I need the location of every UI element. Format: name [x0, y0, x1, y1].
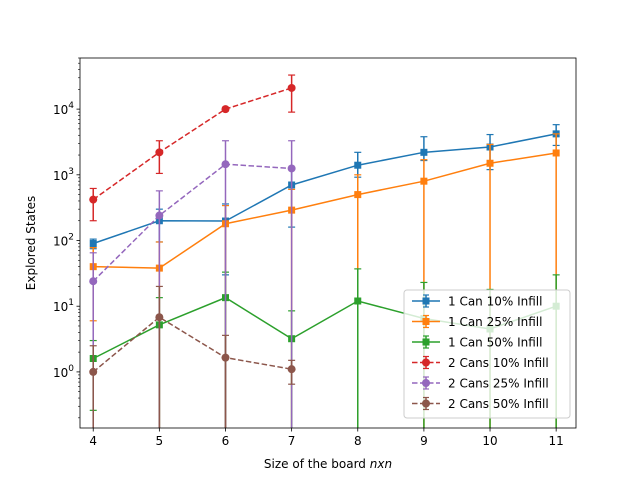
data-point	[552, 149, 560, 157]
series-line	[92, 163, 292, 282]
legend-label: 1 Can 50% Infill	[448, 336, 542, 350]
legend-entry: 2 Cans 25% Infill	[412, 376, 549, 391]
data-point	[155, 211, 164, 220]
x-axis-label: Size of the board nxn	[264, 457, 392, 471]
y-axis-label: Explored States	[24, 196, 38, 290]
legend-box	[403, 289, 571, 419]
plot-area	[89, 74, 560, 428]
x-tick-label: 7	[288, 434, 296, 448]
y-tick-label: 100	[53, 364, 74, 380]
data-point	[354, 297, 362, 305]
x-tick-label: 10	[482, 434, 497, 448]
data-point	[287, 164, 296, 173]
data-point	[221, 105, 230, 114]
legend-label: 1 Can 25% Infill	[448, 315, 542, 329]
legend-marker	[422, 358, 430, 367]
legend: 1 Can 10% Infill 1 Can 25% Infill 1 Can 50…	[403, 289, 571, 419]
data-point	[89, 195, 98, 204]
x-axis-label-text: Size of the board	[264, 457, 366, 471]
axes-frame	[79, 57, 577, 429]
y-tick-label: 101	[53, 298, 74, 314]
legend-entry: 1 Can 50% Infill	[412, 335, 542, 350]
data-point	[221, 160, 230, 169]
series-line	[92, 316, 292, 373]
series-line	[92, 87, 292, 201]
x-tick-label: 9	[420, 434, 428, 448]
data-point	[89, 277, 98, 286]
legend-entry: 1 Can 10% Infill	[412, 294, 542, 309]
legend-label: 2 Cans 10% Infill	[448, 356, 549, 370]
legend-marker	[422, 338, 430, 346]
legend-marker	[422, 379, 430, 387]
y-axis: 100 101 102 103 104	[53, 57, 80, 419]
legend-label: 2 Cans 25% Infill	[448, 377, 549, 391]
series-6	[89, 285, 296, 428]
legend-label: 1 Can 10% Infill	[448, 295, 542, 309]
legend-marker	[422, 297, 430, 305]
data-point	[486, 159, 494, 167]
y-tick-label: 104	[53, 101, 74, 117]
series-line	[92, 133, 557, 245]
x-tick-label: 11	[549, 434, 564, 448]
legend-marker	[422, 318, 430, 325]
y-tick-label: 102	[53, 233, 74, 249]
x-tick-label: 4	[89, 434, 97, 448]
data-point	[155, 148, 164, 157]
data-point	[354, 191, 362, 199]
legend-entry: 2 Cans 50% Infill	[412, 396, 549, 411]
series-4	[89, 74, 296, 222]
x-tick-label: 8	[354, 434, 362, 448]
data-point	[287, 365, 296, 374]
data-point	[89, 367, 98, 376]
x-axis: 4 5 6 7 8 9 10 11	[89, 428, 564, 448]
data-point	[287, 83, 296, 92]
x-tick-label: 6	[222, 434, 230, 448]
legend-marker	[422, 399, 430, 408]
data-point	[354, 161, 362, 169]
x-tick-label: 5	[156, 434, 164, 448]
data-point	[155, 313, 164, 322]
data-point	[420, 148, 428, 156]
data-point	[221, 353, 230, 362]
legend-entry: 2 Cans 10% Infill	[412, 355, 549, 370]
y-tick-label: 103	[53, 167, 74, 183]
legend-entry: 1 Can 25% Infill	[412, 314, 542, 329]
x-axis-label-math: nxn	[370, 457, 392, 471]
series-line	[93, 152, 557, 269]
legend-label: 2 Cans 50% Infill	[448, 397, 549, 411]
data-point	[89, 240, 97, 248]
data-point	[420, 177, 428, 185]
